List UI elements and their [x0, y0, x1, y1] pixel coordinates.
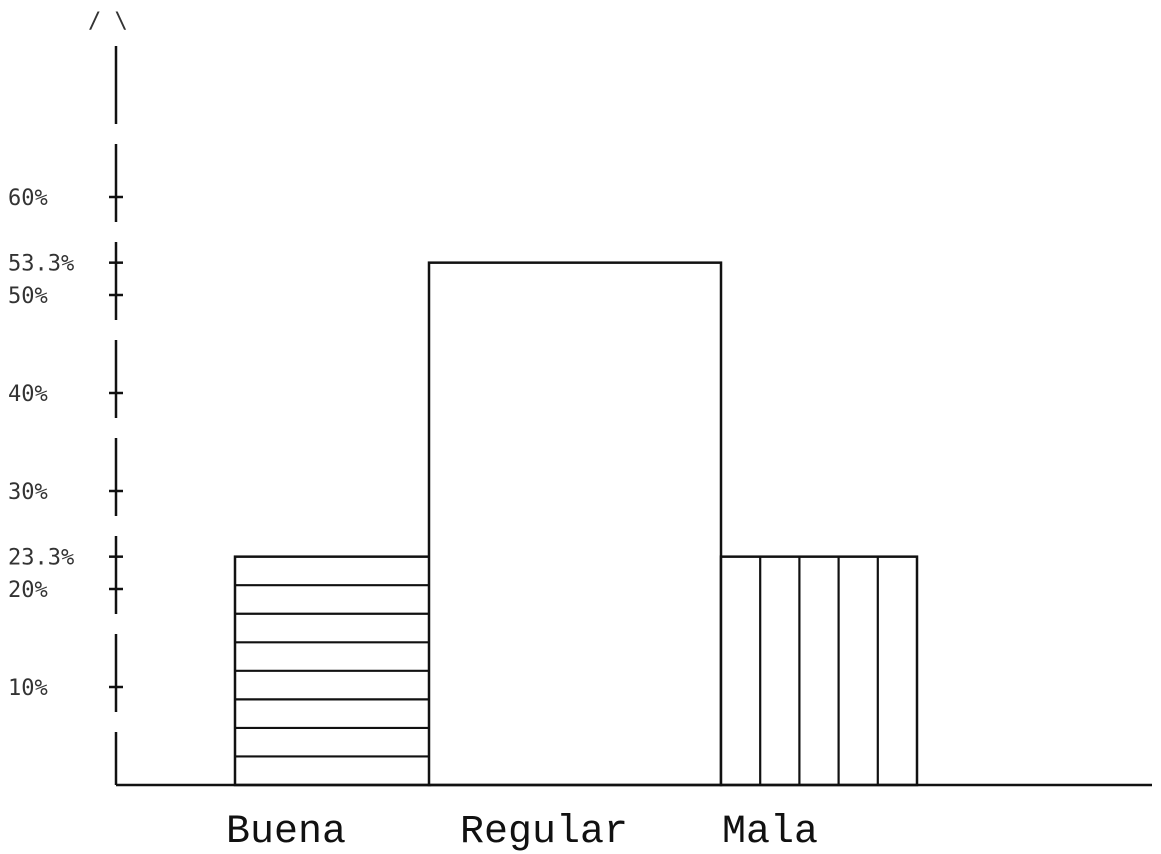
bars	[233, 261, 919, 787]
y-tick-label: 20%	[8, 578, 48, 603]
y-tick-label: 60%	[8, 186, 48, 211]
y-tick-label: 40%	[8, 382, 48, 407]
category-labels: Buena Regular Mala	[226, 810, 818, 854]
y-tick-label: 30%	[8, 480, 48, 505]
y-axis-arrow-glyph: / \	[88, 9, 128, 34]
y-tick-label: 10%	[8, 676, 48, 701]
y-tick-label: 23.3%	[8, 546, 74, 571]
y-axis-ticks: 10% 20% 23.3% 30% 40% 50% 53.3% 60%	[8, 46, 123, 785]
bar-mala	[719, 555, 919, 787]
y-tick-label: 50%	[8, 284, 48, 309]
bar-rect	[427, 261, 723, 787]
bar-buena	[233, 555, 432, 787]
category-label-regular: Regular	[460, 810, 628, 854]
y-tick-label: 53.3%	[8, 252, 74, 277]
bar-rect	[719, 555, 919, 787]
bar-regular	[427, 261, 723, 787]
category-label-buena: Buena	[226, 810, 346, 854]
category-label-mala: Mala	[722, 810, 818, 854]
